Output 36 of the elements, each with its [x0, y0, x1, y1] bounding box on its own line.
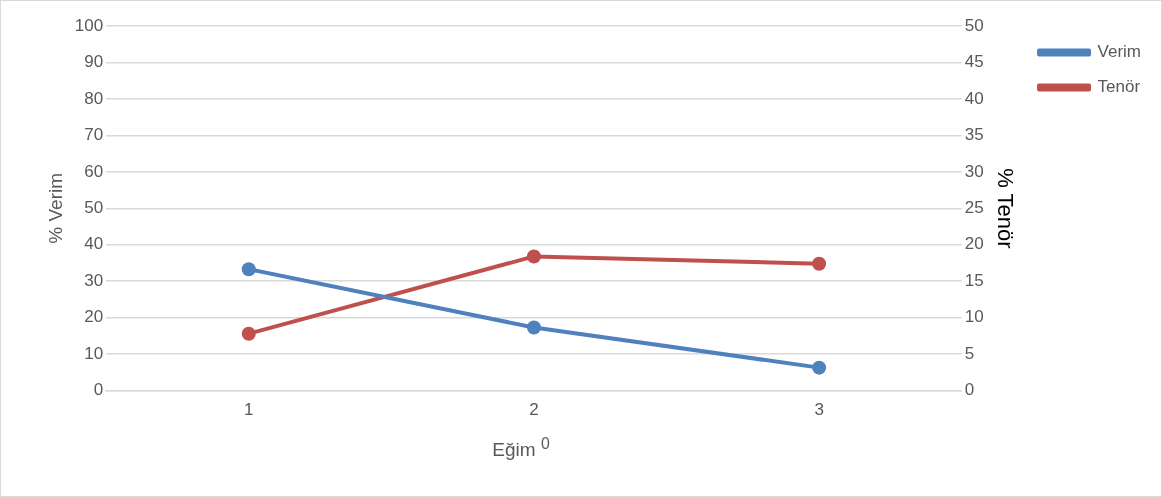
y-tick-label: 0: [93, 380, 104, 400]
y2-tick-label: 15: [964, 270, 984, 290]
y-tick-label: 60: [84, 161, 104, 181]
point: [241, 262, 256, 277]
y2-tick-label: 5: [964, 343, 975, 363]
y2-tick-label: 50: [964, 15, 984, 35]
y2-tick-label: 25: [964, 197, 984, 217]
point: [526, 249, 541, 264]
y2-tick-label: 45: [964, 52, 984, 72]
y-axis-title: % Verim: [44, 172, 66, 244]
y-tick-label: 20: [84, 307, 104, 327]
x-tick-label: 2: [529, 400, 539, 420]
y-tick-label: 30: [84, 270, 104, 290]
y-tick-label: 10: [84, 343, 104, 363]
y2-axis-title: % Tenör: [992, 168, 1018, 249]
x-tick-label: 3: [814, 400, 824, 420]
y-tick-label: 90: [84, 52, 104, 72]
y-tick-label: 50: [84, 197, 104, 217]
y-tick-label: 40: [84, 234, 104, 254]
y2-tick-label: 30: [964, 161, 984, 181]
y2-tick-label: 35: [964, 125, 984, 145]
y2-tick-label: 20: [964, 234, 984, 254]
y-tick-label: 100: [74, 15, 104, 35]
point: [812, 256, 827, 271]
point: [241, 326, 256, 341]
legend-label: Verim: [1097, 42, 1142, 62]
x-tick-label: 1: [244, 400, 254, 420]
point: [526, 320, 541, 335]
x-axis-title: Eğim $^{0}$: [491, 435, 551, 462]
y2-tick-label: 10: [964, 307, 984, 327]
legend-label: Tenör: [1097, 77, 1141, 97]
y2-tick-label: 0: [964, 380, 975, 400]
point: [812, 360, 827, 375]
y-tick-label: 70: [84, 125, 104, 145]
y2-tick-label: 40: [964, 88, 984, 108]
y-tick-label: 80: [84, 88, 104, 108]
